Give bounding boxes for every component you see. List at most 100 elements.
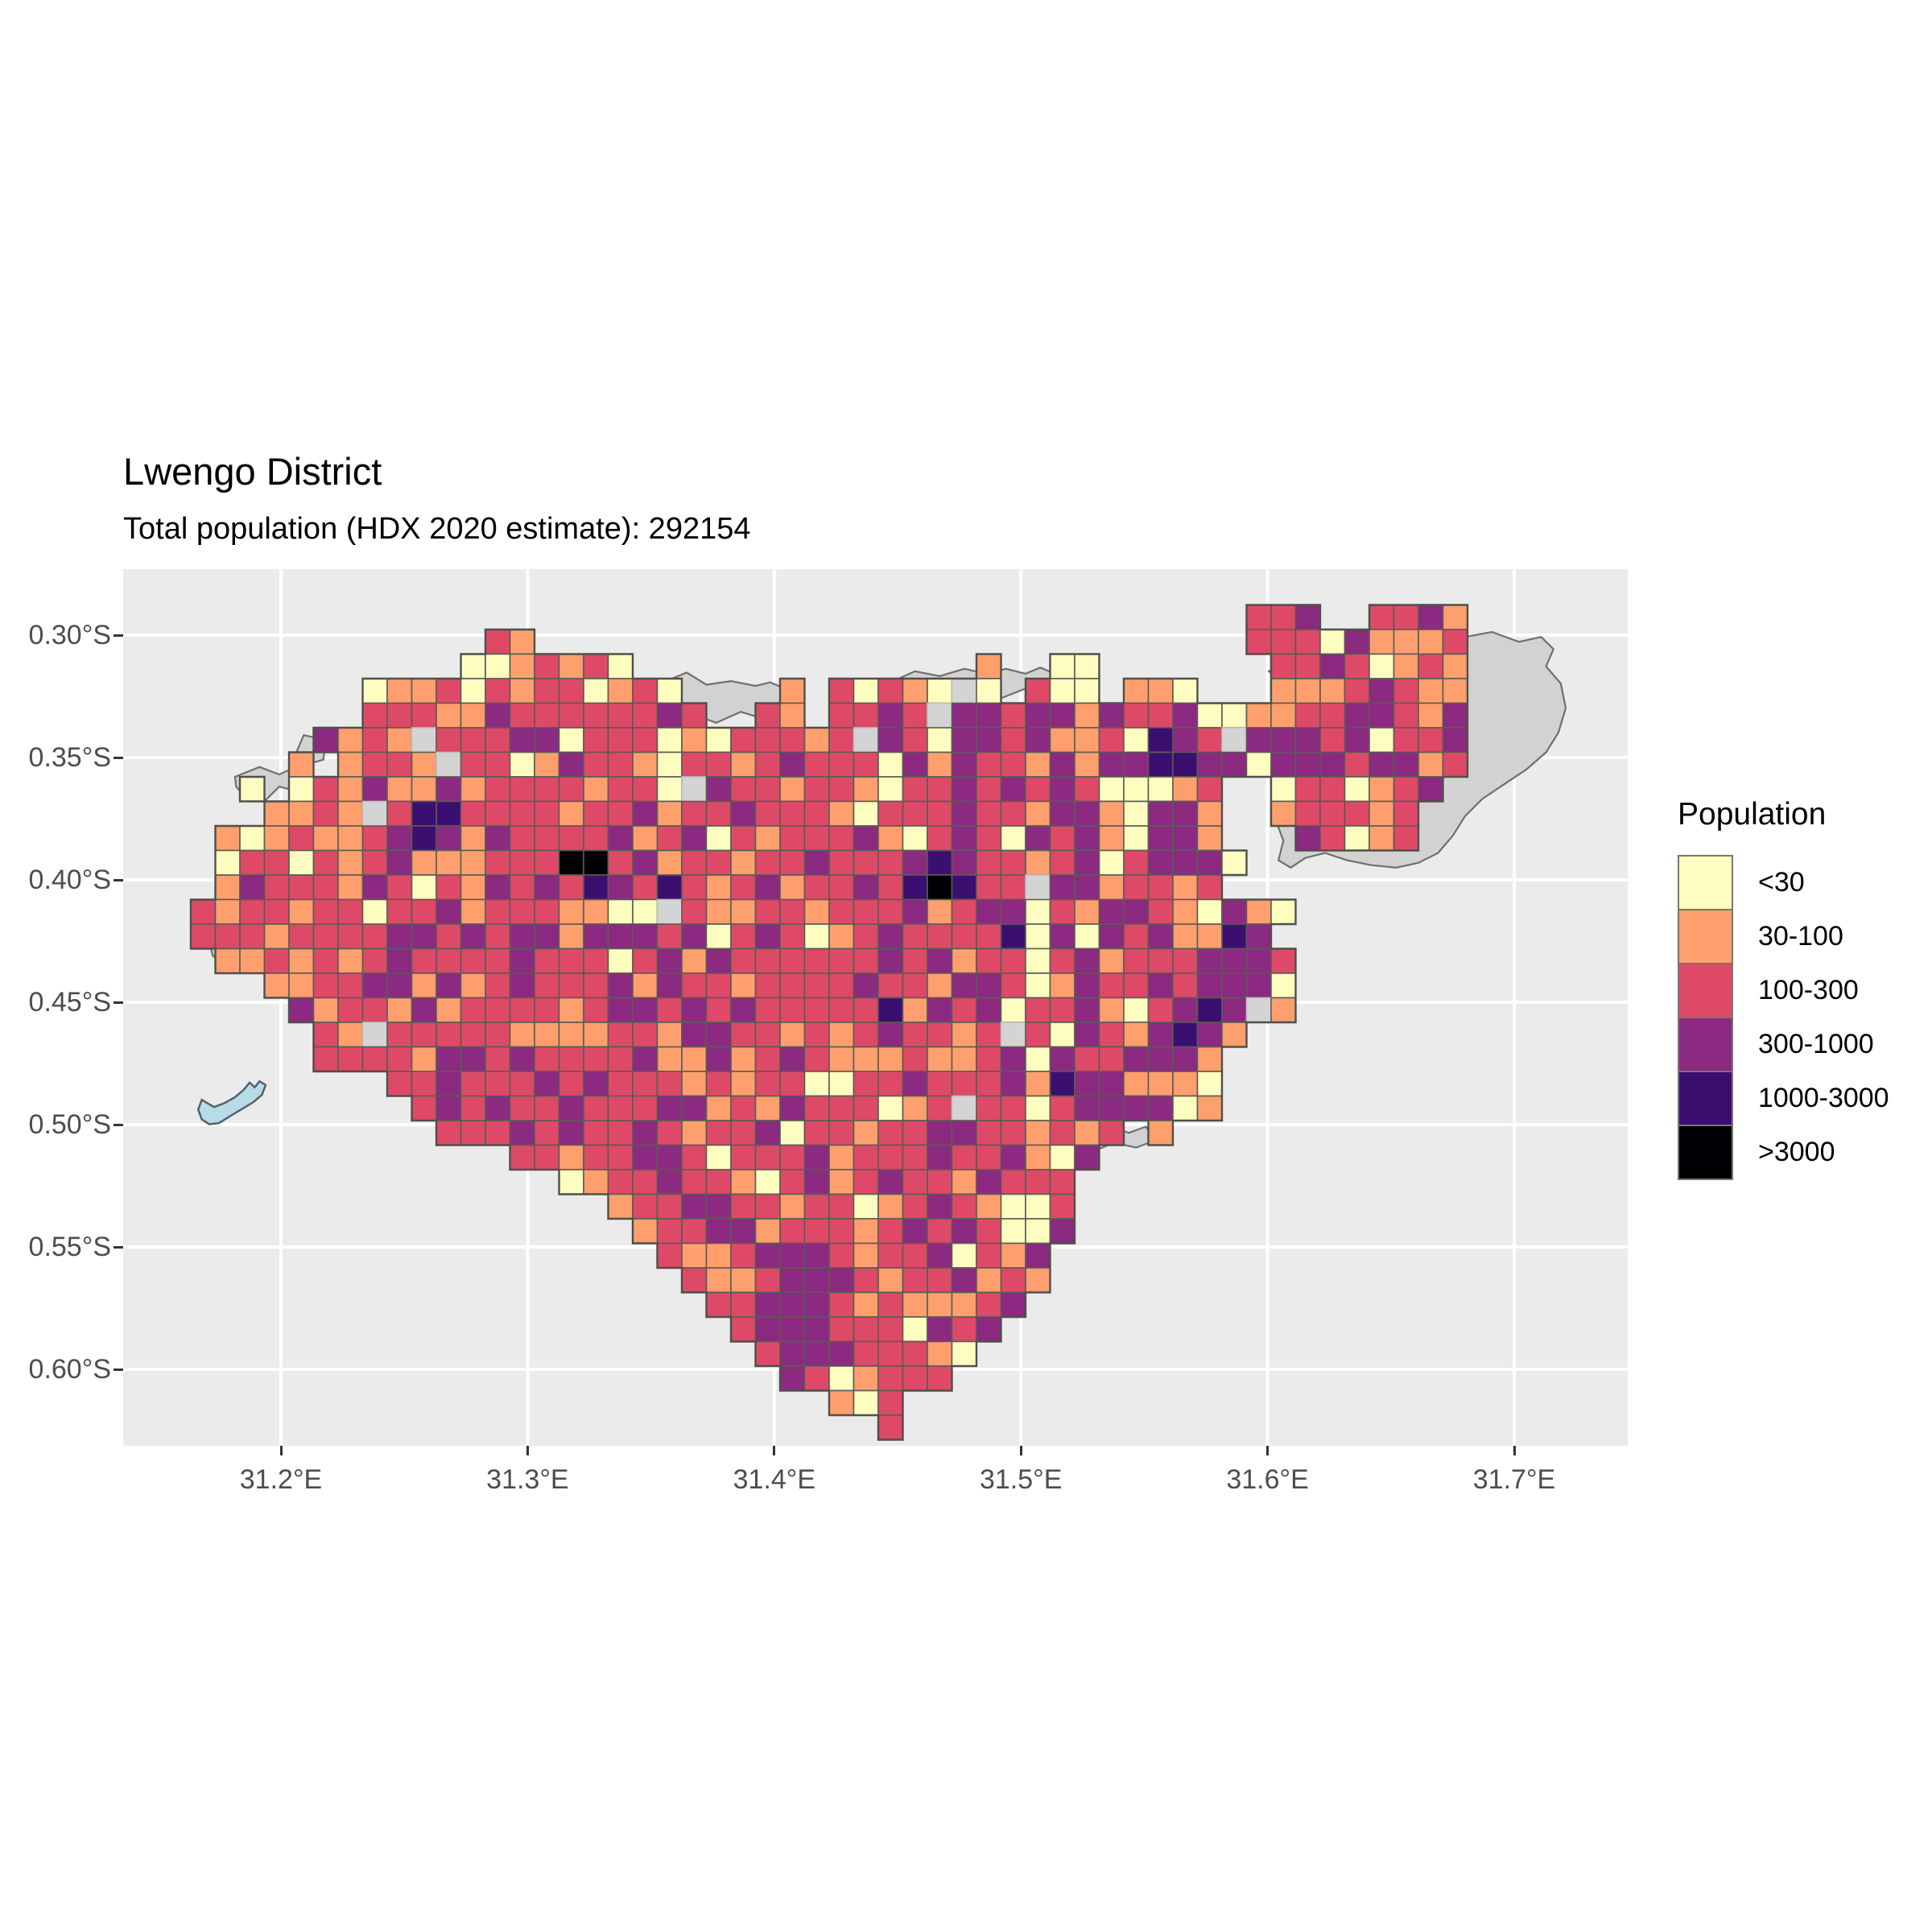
population-cell bbox=[803, 1291, 830, 1318]
population-cell bbox=[583, 653, 609, 679]
population-cell bbox=[927, 678, 953, 704]
population-cell bbox=[730, 825, 757, 852]
population-cell bbox=[632, 874, 658, 901]
population-cell bbox=[337, 997, 364, 1023]
population-cell bbox=[852, 1291, 879, 1318]
population-cell bbox=[558, 874, 584, 901]
population-cell bbox=[607, 1144, 634, 1170]
population-cell bbox=[485, 629, 511, 655]
population-cell bbox=[1344, 800, 1370, 827]
population-cell bbox=[583, 849, 609, 876]
population-cell bbox=[828, 923, 855, 950]
population-cell bbox=[927, 800, 953, 827]
population-cell bbox=[902, 972, 928, 999]
legend-key-swatch bbox=[1678, 1071, 1733, 1126]
population-cell bbox=[485, 653, 511, 679]
population-cell bbox=[632, 751, 658, 778]
population-cell bbox=[877, 1340, 904, 1367]
x-axis-tick-mark bbox=[1019, 1446, 1022, 1455]
population-cell bbox=[705, 849, 732, 876]
population-cell bbox=[656, 898, 683, 925]
population-cell bbox=[681, 702, 708, 729]
population-cell bbox=[509, 1095, 535, 1121]
population-cell bbox=[1221, 997, 1248, 1023]
population-cell bbox=[1368, 702, 1395, 729]
population-cell bbox=[1098, 727, 1125, 753]
population-cell bbox=[1098, 874, 1125, 901]
population-cell bbox=[951, 776, 977, 803]
population-cell bbox=[852, 849, 879, 876]
population-cell bbox=[361, 825, 388, 852]
population-cell bbox=[803, 751, 830, 778]
legend-key-label: 300-1000 bbox=[1758, 1029, 1874, 1059]
population-cell bbox=[534, 972, 560, 999]
population-cell bbox=[927, 947, 953, 974]
population-cell bbox=[828, 702, 855, 729]
population-cell bbox=[1442, 678, 1468, 704]
population-cell bbox=[1025, 1144, 1051, 1170]
population-cell bbox=[779, 997, 806, 1023]
population-cell bbox=[754, 849, 781, 876]
population-cell bbox=[779, 1267, 806, 1294]
population-cell bbox=[656, 1218, 683, 1245]
population-cell bbox=[1196, 898, 1223, 925]
population-cell bbox=[583, 702, 609, 729]
population-cell bbox=[902, 874, 928, 901]
population-cell bbox=[1147, 678, 1174, 704]
population-cell bbox=[951, 1046, 977, 1072]
population-cell bbox=[558, 776, 584, 803]
population-cell bbox=[509, 1046, 535, 1072]
population-cell bbox=[1098, 972, 1125, 999]
population-cell bbox=[877, 947, 904, 974]
population-cell bbox=[976, 751, 1002, 778]
population-cell bbox=[656, 776, 683, 803]
population-cell bbox=[288, 923, 315, 950]
population-cell bbox=[877, 1316, 904, 1343]
population-cell bbox=[730, 1242, 757, 1269]
population-cell bbox=[976, 1291, 1002, 1318]
population-cell bbox=[288, 947, 315, 974]
population-cell bbox=[1000, 1095, 1026, 1121]
population-cell bbox=[902, 1267, 928, 1294]
population-cell bbox=[534, 776, 560, 803]
population-cell bbox=[779, 874, 806, 901]
population-cell bbox=[1098, 800, 1125, 827]
population-cell bbox=[1344, 653, 1370, 679]
x-axis-tick-label: 31.2°E bbox=[239, 1464, 323, 1495]
population-cell bbox=[607, 1120, 634, 1146]
population-cell bbox=[1270, 751, 1297, 778]
population-cell bbox=[705, 898, 732, 925]
population-cell bbox=[1221, 898, 1248, 925]
population-cell bbox=[263, 898, 290, 925]
population-cell bbox=[1245, 604, 1272, 630]
population-cell bbox=[1270, 997, 1297, 1023]
population-cell bbox=[411, 800, 437, 827]
population-cell bbox=[951, 1242, 977, 1269]
population-cell bbox=[485, 825, 511, 852]
population-cell bbox=[1270, 800, 1297, 827]
population-cell bbox=[239, 776, 266, 803]
population-cell bbox=[852, 1169, 879, 1195]
population-cell bbox=[583, 678, 609, 704]
population-cell bbox=[779, 1242, 806, 1269]
population-cell bbox=[632, 1095, 658, 1121]
population-cell bbox=[1049, 1046, 1075, 1072]
population-cell bbox=[803, 1193, 830, 1220]
x-axis-tick-label: 31.5°E bbox=[979, 1464, 1063, 1495]
population-cell bbox=[1074, 653, 1100, 679]
population-cell bbox=[1123, 947, 1150, 974]
population-cell bbox=[976, 1242, 1002, 1269]
population-cell bbox=[337, 874, 364, 901]
population-cell bbox=[337, 849, 364, 876]
population-cell bbox=[534, 874, 560, 901]
population-cell bbox=[1147, 923, 1174, 950]
population-cell bbox=[951, 947, 977, 974]
legend-key-swatch bbox=[1678, 1017, 1733, 1072]
population-cell bbox=[1074, 923, 1100, 950]
population-cell bbox=[1221, 972, 1248, 999]
population-cell bbox=[976, 972, 1002, 999]
population-cell bbox=[632, 997, 658, 1023]
population-cell bbox=[828, 1022, 855, 1048]
population-cell bbox=[485, 751, 511, 778]
population-cell bbox=[337, 923, 364, 950]
